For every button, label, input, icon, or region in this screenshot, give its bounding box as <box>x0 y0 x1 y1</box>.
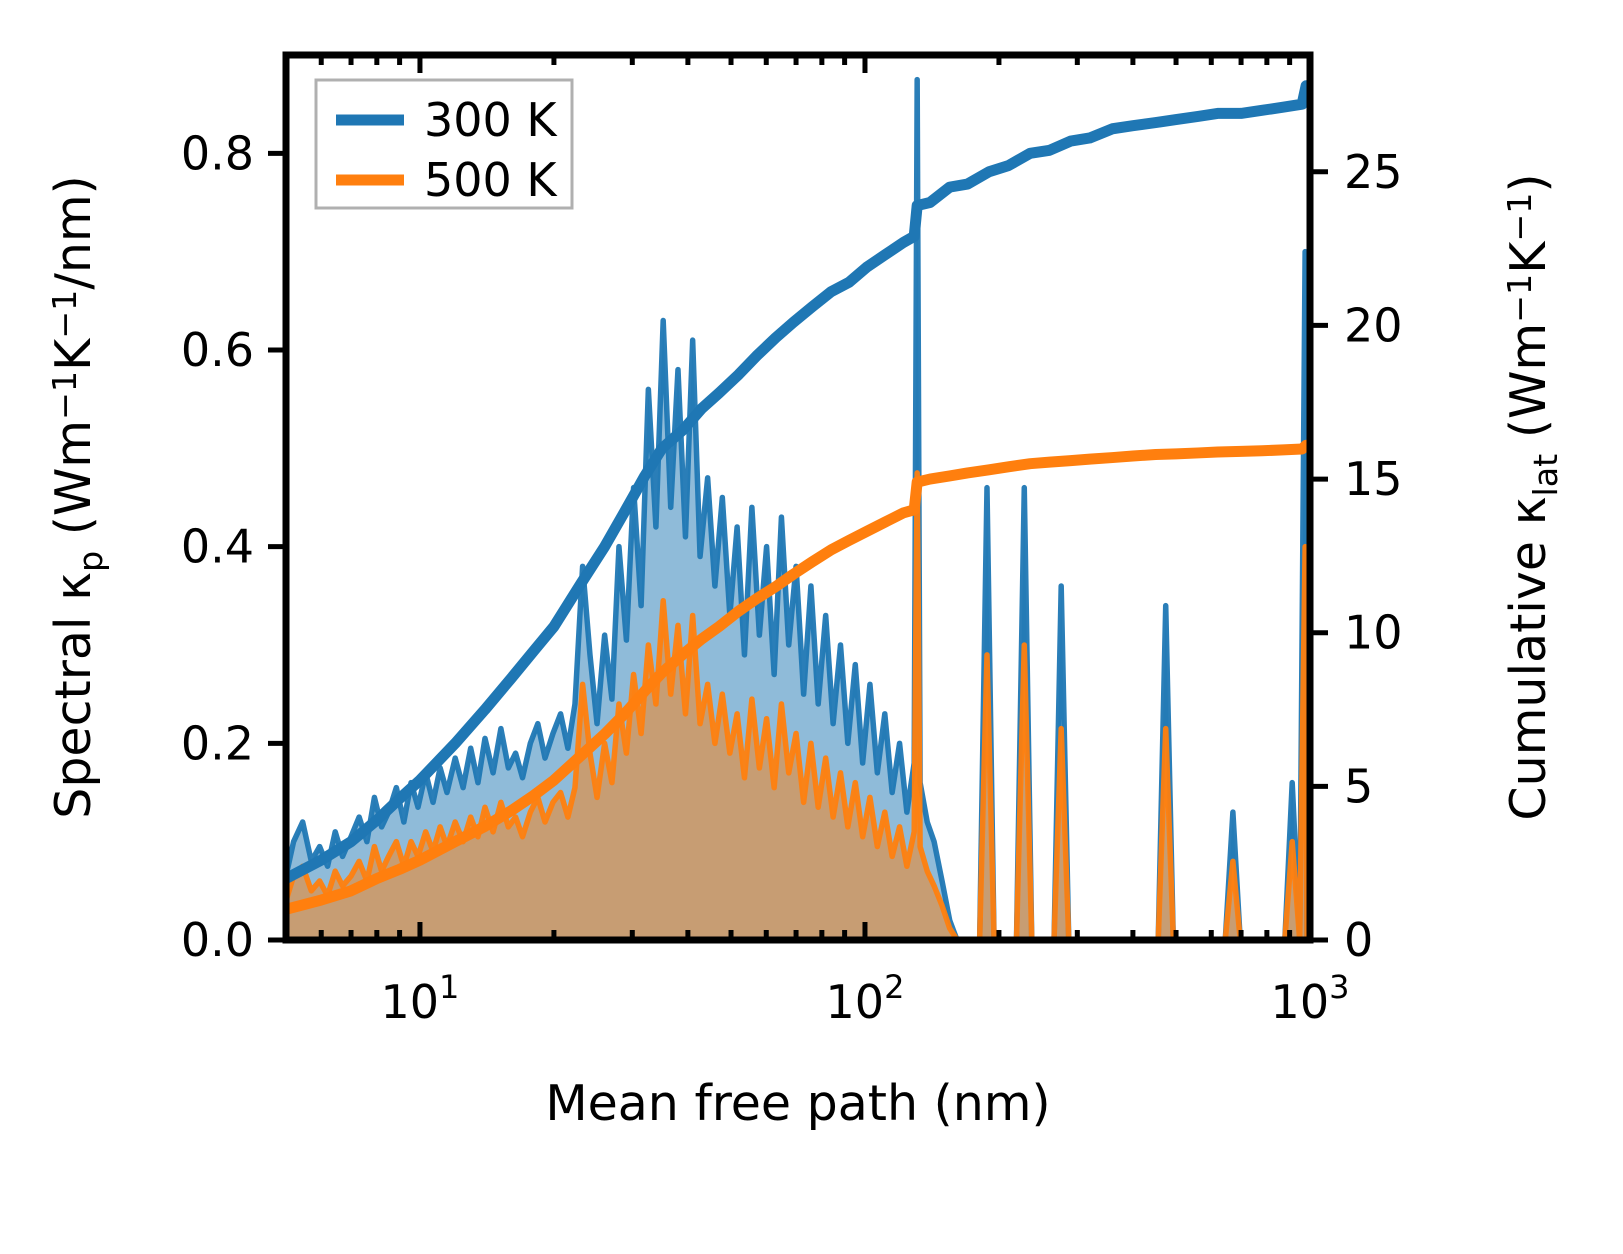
spectral-line-300k <box>286 76 1310 940</box>
y-axis-right-title: Cumulative κlat (Wm−1K−1) <box>1500 173 1565 820</box>
legend-label-300k: 300 K <box>424 93 558 147</box>
y-axis-left-title: Spectral κp (Wm−1K−1/nm) <box>45 175 110 819</box>
y-tick-label-left: 0.0 <box>181 913 254 967</box>
x-tick-label: 101 <box>381 968 460 1029</box>
x-axis-title: Mean free path (nm) <box>545 1075 1050 1132</box>
spectral-fill-500k <box>286 472 1308 940</box>
y-tick-label-right: 5 <box>1344 759 1373 813</box>
legend-item-500k[interactable]: 500 K <box>336 153 558 207</box>
y-tick-label-right: 15 <box>1344 452 1403 506</box>
legend-box <box>314 78 574 210</box>
cumulative-line-500k <box>286 439 1310 915</box>
y-tick-label-right: 10 <box>1344 606 1403 660</box>
legend-label-500k: 500 K <box>424 153 558 207</box>
x-tick-label: 102 <box>826 968 905 1029</box>
y-tick-label-right: 25 <box>1344 145 1403 199</box>
y-tick-label-left: 0.4 <box>181 520 254 574</box>
cumulative-line-300k <box>286 80 1310 885</box>
axis-tick-labels: 101 102 103 0.0 0.2 0.4 0.6 0.8 0 5 10 15 20 25 <box>181 126 1403 1029</box>
y-tick-label-right: 0 <box>1344 913 1373 967</box>
y-tick-label-left: 0.6 <box>181 323 254 377</box>
y-tick-label-right: 20 <box>1344 298 1403 352</box>
x-axis-title-text: Mean free path (nm) <box>545 1075 1050 1132</box>
x-tick-label: 103 <box>1271 968 1350 1029</box>
y-axis-left-title-text: Spectral κp (Wm−1K−1/nm) <box>45 175 110 819</box>
legend-item-300k[interactable]: 300 K <box>336 93 558 147</box>
cumulative-curves <box>286 80 1310 915</box>
y-axis-right-title-text: Cumulative κlat (Wm−1K−1) <box>1500 173 1565 820</box>
chart-legend[interactable]: 300 K 500 K <box>314 78 574 210</box>
y-tick-label-left: 0.8 <box>181 126 254 180</box>
axis-ticks <box>268 55 1328 943</box>
y-tick-label-left: 0.2 <box>181 716 254 770</box>
